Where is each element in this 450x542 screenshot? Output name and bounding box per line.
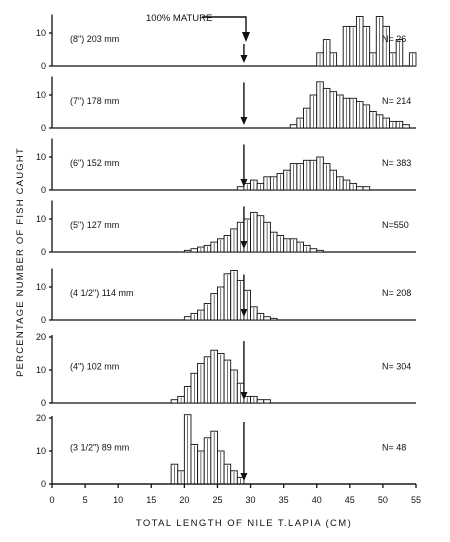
maturity-arrowhead <box>240 55 248 63</box>
y-tick-label: 0 <box>41 398 46 408</box>
mesh-size-label: (8") 203 mm <box>70 34 119 44</box>
y-tick-label: 10 <box>36 446 46 456</box>
histogram-bar <box>256 399 265 404</box>
mesh-size-label: (6") 152 mm <box>70 158 119 168</box>
histogram-bar <box>309 248 318 253</box>
mesh-size-label: (7") 178 mm <box>70 96 119 106</box>
histogram-panel: 0 10 (4 1/2") 114 mm N= 208 <box>36 268 416 325</box>
histogram-bar <box>263 316 271 321</box>
histogram-bar <box>355 186 364 191</box>
histogram-bar <box>170 399 179 404</box>
x-tick-label: 55 <box>411 495 421 505</box>
maturity-arrowhead <box>240 392 248 400</box>
x-tick-label: 0 <box>49 495 54 505</box>
histogram-panel: 0 10 (5") 127 mm N=550 <box>36 200 416 257</box>
sample-size-label: N= 26 <box>382 34 406 44</box>
x-tick-label: 30 <box>246 495 256 505</box>
sample-size-label: N= 214 <box>382 96 411 106</box>
sample-size-label: N= 48 <box>382 443 406 453</box>
y-tick-label: 10 <box>36 282 46 292</box>
y-tick-label: 0 <box>41 123 46 133</box>
maturity-arrowhead <box>240 309 248 317</box>
y-tick-label: 0 <box>41 479 46 489</box>
x-tick-label: 50 <box>378 495 388 505</box>
x-tick-label: 5 <box>83 495 88 505</box>
mature-annotation-label: 100% MATURE <box>146 13 212 24</box>
y-axis-title: PERCENTAGE NUMBER OF FISH CAUGHT <box>15 147 26 377</box>
maturity-arrowhead <box>240 117 248 125</box>
histogram-bar <box>402 124 410 129</box>
histogram-panel: 0 10 20 (3 1/2") 89 mm N= 48 <box>36 413 416 489</box>
maturity-arrowhead <box>240 241 248 249</box>
histogram-bar <box>263 399 271 404</box>
y-tick-label: 10 <box>36 214 46 224</box>
x-tick-label: 35 <box>279 495 289 505</box>
histogram-bar <box>269 317 278 321</box>
histogram-panel: 0 10 (8") 203 mm N= 26 <box>36 14 417 71</box>
y-tick-label: 0 <box>41 315 46 325</box>
mature-annotation: 100% MATURE <box>146 13 250 42</box>
y-tick-label: 10 <box>36 28 46 38</box>
x-tick-label: 20 <box>179 495 189 505</box>
y-tick-label: 10 <box>36 152 46 162</box>
y-tick-label: 0 <box>41 247 46 257</box>
histogram-bar <box>362 186 371 191</box>
sample-size-label: N= 208 <box>382 288 411 298</box>
histogram-bar <box>316 249 324 253</box>
mesh-size-label: (3 1/2") 89 mm <box>70 443 129 453</box>
histogram-bar <box>183 249 192 253</box>
y-tick-label: 10 <box>36 90 46 100</box>
histogram-bar <box>289 124 298 129</box>
x-axis: 0 5 10 15 20 25 30 35 40 45 50 55 <box>49 483 421 505</box>
sample-size-label: N= 304 <box>382 362 411 372</box>
histogram-panel: 0 10 20 (4") 102 mm N= 304 <box>36 332 416 408</box>
mature-annotation-pointer <box>202 16 247 34</box>
histogram-bar <box>183 316 192 321</box>
maturity-arrowhead <box>240 179 248 187</box>
sample-size-label: N= 383 <box>382 158 411 168</box>
maturity-arrowhead <box>240 473 248 481</box>
mature-annotation-arrowhead <box>242 32 250 42</box>
x-tick-label: 25 <box>212 495 222 505</box>
y-tick-label: 0 <box>41 61 46 71</box>
histogram-panel: 0 10 (7") 178 mm N= 214 <box>36 76 416 133</box>
sample-size-label: N=550 <box>382 220 409 230</box>
x-axis-title: TOTAL LENGTH OF NILE T.LAPIA (CM) <box>136 518 352 529</box>
mesh-size-label: (4") 102 mm <box>70 362 119 372</box>
x-tick-label: 10 <box>113 495 123 505</box>
mesh-size-label: (4 1/2") 114 mm <box>70 288 134 298</box>
x-tick-label: 15 <box>146 495 156 505</box>
mesh-size-label: (5") 127 mm <box>70 220 119 230</box>
x-tick-label: 40 <box>312 495 322 505</box>
histogram-panel: 0 10 (6") 152 mm N= 383 <box>36 138 416 195</box>
y-tick-label: 20 <box>36 332 46 342</box>
y-tick-label: 20 <box>36 413 46 423</box>
y-tick-label: 10 <box>36 365 46 375</box>
histogram-bar <box>236 186 245 191</box>
histogram-bar <box>190 248 199 253</box>
y-tick-label: 0 <box>41 185 46 195</box>
x-tick-label: 45 <box>345 495 355 505</box>
